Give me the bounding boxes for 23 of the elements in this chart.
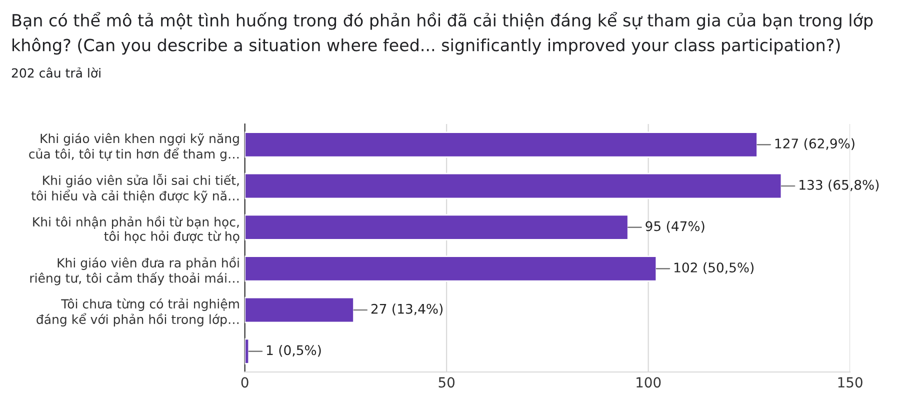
bar: [244, 132, 758, 158]
y-tick-label: Khi tôi nhận phản hồi từ bạn học, tôi học hỏi được từ họ: [33, 216, 240, 244]
y-tick-label: Khi giáo viên đưa ra phản hồi riêng tư, tôi cảm thấy thoải mái…: [30, 256, 239, 286]
bar: [244, 338, 250, 364]
text: 202 câu trả lời: [12, 67, 100, 78]
chart-title: Bạn có thể mô tả một tình huống trong đó phản hồi đã cải thiện đáng kể sự tham gia của bạn trong lớp không? (Can you describe a situation where feed... significantly improved your class participation?): [12, 12, 873, 55]
data-label: 1 (0,5%): [266, 344, 321, 357]
data-label: 133 (65,8%): [800, 180, 879, 192]
data-label: 127 (62,9%): [775, 138, 854, 150]
x-tick-label: 50: [438, 377, 454, 388]
y-tick-label: Tôi chưa từng có trải nghiệm đáng kể với phản hồi trong lớp…: [36, 298, 239, 326]
data-label: 95 (47%): [646, 220, 704, 233]
bar: [244, 296, 354, 324]
bar: [244, 256, 658, 282]
x-tick-label: 150: [838, 377, 862, 388]
data-label: 102 (50,5%): [674, 262, 754, 274]
bar: [244, 214, 629, 240]
y-tick-label: Khi giáo viên sửa lỗi sai chi tiết, tôi hiểu và cải thiện được kỹ nă…: [31, 174, 239, 203]
data-label: 27 (13,4%): [371, 304, 443, 316]
bar: [244, 172, 782, 200]
y-tick-label: Khi giáo viên khen ngợi kỹ năng của tôi, tôi tự tin hơn để tham g…: [29, 132, 239, 162]
x-tick-label: 0: [241, 377, 248, 388]
x-tick-label: 100: [636, 377, 661, 388]
